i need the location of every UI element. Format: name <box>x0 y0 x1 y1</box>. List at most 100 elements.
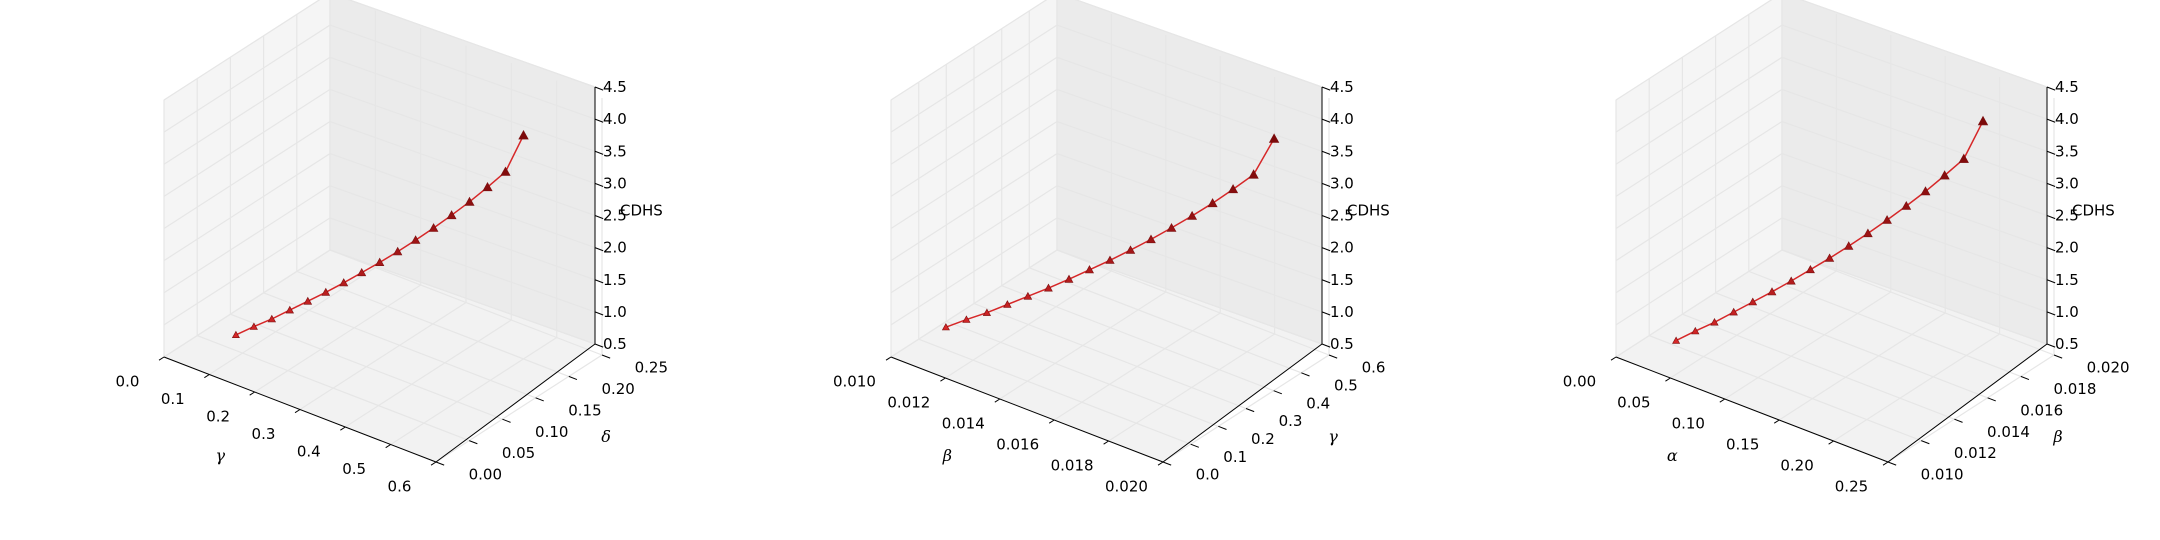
y-axis-label: δ <box>601 427 611 446</box>
z-tick <box>594 118 604 123</box>
y-tick-label: 0.25 <box>635 359 668 377</box>
series-marker <box>1023 291 1033 300</box>
z-tick-label: 0.5 <box>603 335 627 353</box>
z-tick <box>594 215 604 220</box>
x-tick-label: 0.2 <box>206 408 230 426</box>
z-tick <box>594 86 604 91</box>
z-tick-label: 2.0 <box>603 239 627 257</box>
y-axis-label: β <box>2052 427 2062 446</box>
series-marker <box>1958 153 1969 163</box>
series-marker <box>1939 170 1950 180</box>
z-tick-label: 4.5 <box>2055 78 2079 96</box>
series-marker <box>1710 317 1719 326</box>
z-tick <box>2046 150 2056 155</box>
z-tick-label: 4.5 <box>603 78 627 96</box>
y-tick-label: 0.1 <box>1223 448 1247 466</box>
x-tick <box>1719 398 1726 403</box>
z-tick <box>2046 215 2056 220</box>
y-tick-label: 0.6 <box>1362 359 1386 377</box>
y-tick-label: 0.4 <box>1306 394 1330 412</box>
z-tick-label: 3.0 <box>1330 174 1354 192</box>
x-axis-label: γ <box>216 446 226 465</box>
series-marker <box>1805 264 1815 274</box>
y-tick-label: 0.10 <box>535 423 568 441</box>
y-tick <box>502 418 511 423</box>
series-marker <box>982 308 992 316</box>
series-marker <box>941 323 950 331</box>
z-tick <box>1321 343 1331 348</box>
z-gridline <box>1615 88 2048 197</box>
x-tick <box>885 356 892 361</box>
series-marker <box>321 287 331 296</box>
x-tick-label: 0.10 <box>1672 415 1705 433</box>
z-gridline <box>163 24 596 133</box>
series-marker <box>1882 215 1892 224</box>
z-tick-label: 0.5 <box>1330 335 1354 353</box>
y-axis-line <box>1887 343 2048 463</box>
z-tick-label: 1.5 <box>1330 271 1354 289</box>
z-gridline <box>1615 185 2048 294</box>
z-tick-label: 2.0 <box>2055 239 2079 257</box>
y-tick-label: 0.014 <box>1987 423 2030 441</box>
z-gridline <box>1615 0 2048 101</box>
series-marker <box>1824 253 1835 262</box>
z-tick <box>2046 247 2056 252</box>
z-tick <box>594 182 604 187</box>
z-gridline <box>163 249 596 358</box>
z-tick-label: 2.5 <box>2055 207 2079 225</box>
z-axis-label: CDHS <box>2072 201 2115 219</box>
z-tick <box>2046 343 2056 348</box>
series-marker <box>1044 283 1053 292</box>
z-axis-label: CDHS <box>620 201 663 219</box>
y-tick <box>1887 461 1897 466</box>
x-tick <box>1103 440 1109 445</box>
z-gridline <box>1615 217 2048 326</box>
x-axis-label: α <box>1667 446 1678 465</box>
x-tick-label: 0.3 <box>252 425 276 443</box>
x-tick-label: 0.25 <box>1835 478 1868 496</box>
series-marker <box>1207 198 1218 208</box>
z-axis-label: CDHS <box>1347 201 1390 219</box>
z-tick-label: 1.0 <box>1330 303 1354 321</box>
z-tick <box>2046 279 2056 284</box>
x-tick-label: 0.00 <box>1563 373 1596 391</box>
y-tick-label: 0.0 <box>1196 466 1220 484</box>
z-tick-label: 2.5 <box>1330 207 1354 225</box>
x-tick <box>340 426 346 431</box>
series-marker <box>464 196 475 206</box>
z-tick-label: 2.0 <box>1330 239 1354 257</box>
series-marker <box>1187 210 1198 220</box>
series-marker <box>962 315 971 323</box>
z-tick-label: 1.0 <box>603 303 627 321</box>
y-tick-label: 0.5 <box>1334 376 1358 394</box>
z-tick <box>2046 118 2056 123</box>
y-tick <box>1273 390 1283 395</box>
series-marker <box>518 129 529 140</box>
z-tick-label: 0.5 <box>2055 335 2079 353</box>
series-marker <box>339 278 349 287</box>
z-tick <box>2046 182 2056 187</box>
z-tick <box>594 247 604 252</box>
series-marker <box>1920 186 1931 196</box>
z-tick <box>1321 118 1331 123</box>
z-tick <box>1321 182 1331 187</box>
x-tick <box>994 398 1001 403</box>
z-tick-label: 2.5 <box>603 207 627 225</box>
series-marker <box>285 305 295 314</box>
z-tick-label: 1.5 <box>2055 271 2079 289</box>
y-tick <box>1301 372 1310 377</box>
z-gridline <box>890 88 1323 197</box>
z-tick-label: 3.0 <box>603 174 627 192</box>
series-marker <box>231 330 240 339</box>
y-axis-line <box>1162 343 1323 463</box>
x-tick-label: 0.010 <box>833 373 876 391</box>
y-tick <box>469 440 478 445</box>
chart-panel-3: 0.00 0.05 0.10 0.15 0.20 0.25 0.010 0.012 0.014 0… <box>1563 0 2130 496</box>
series-marker <box>1084 265 1095 274</box>
series-marker <box>1977 115 1989 126</box>
z-gridline <box>1615 56 2048 165</box>
z-tick <box>1321 247 1331 252</box>
z-tick-label: 1.5 <box>603 271 627 289</box>
z-tick-label: 4.0 <box>1330 110 1354 128</box>
